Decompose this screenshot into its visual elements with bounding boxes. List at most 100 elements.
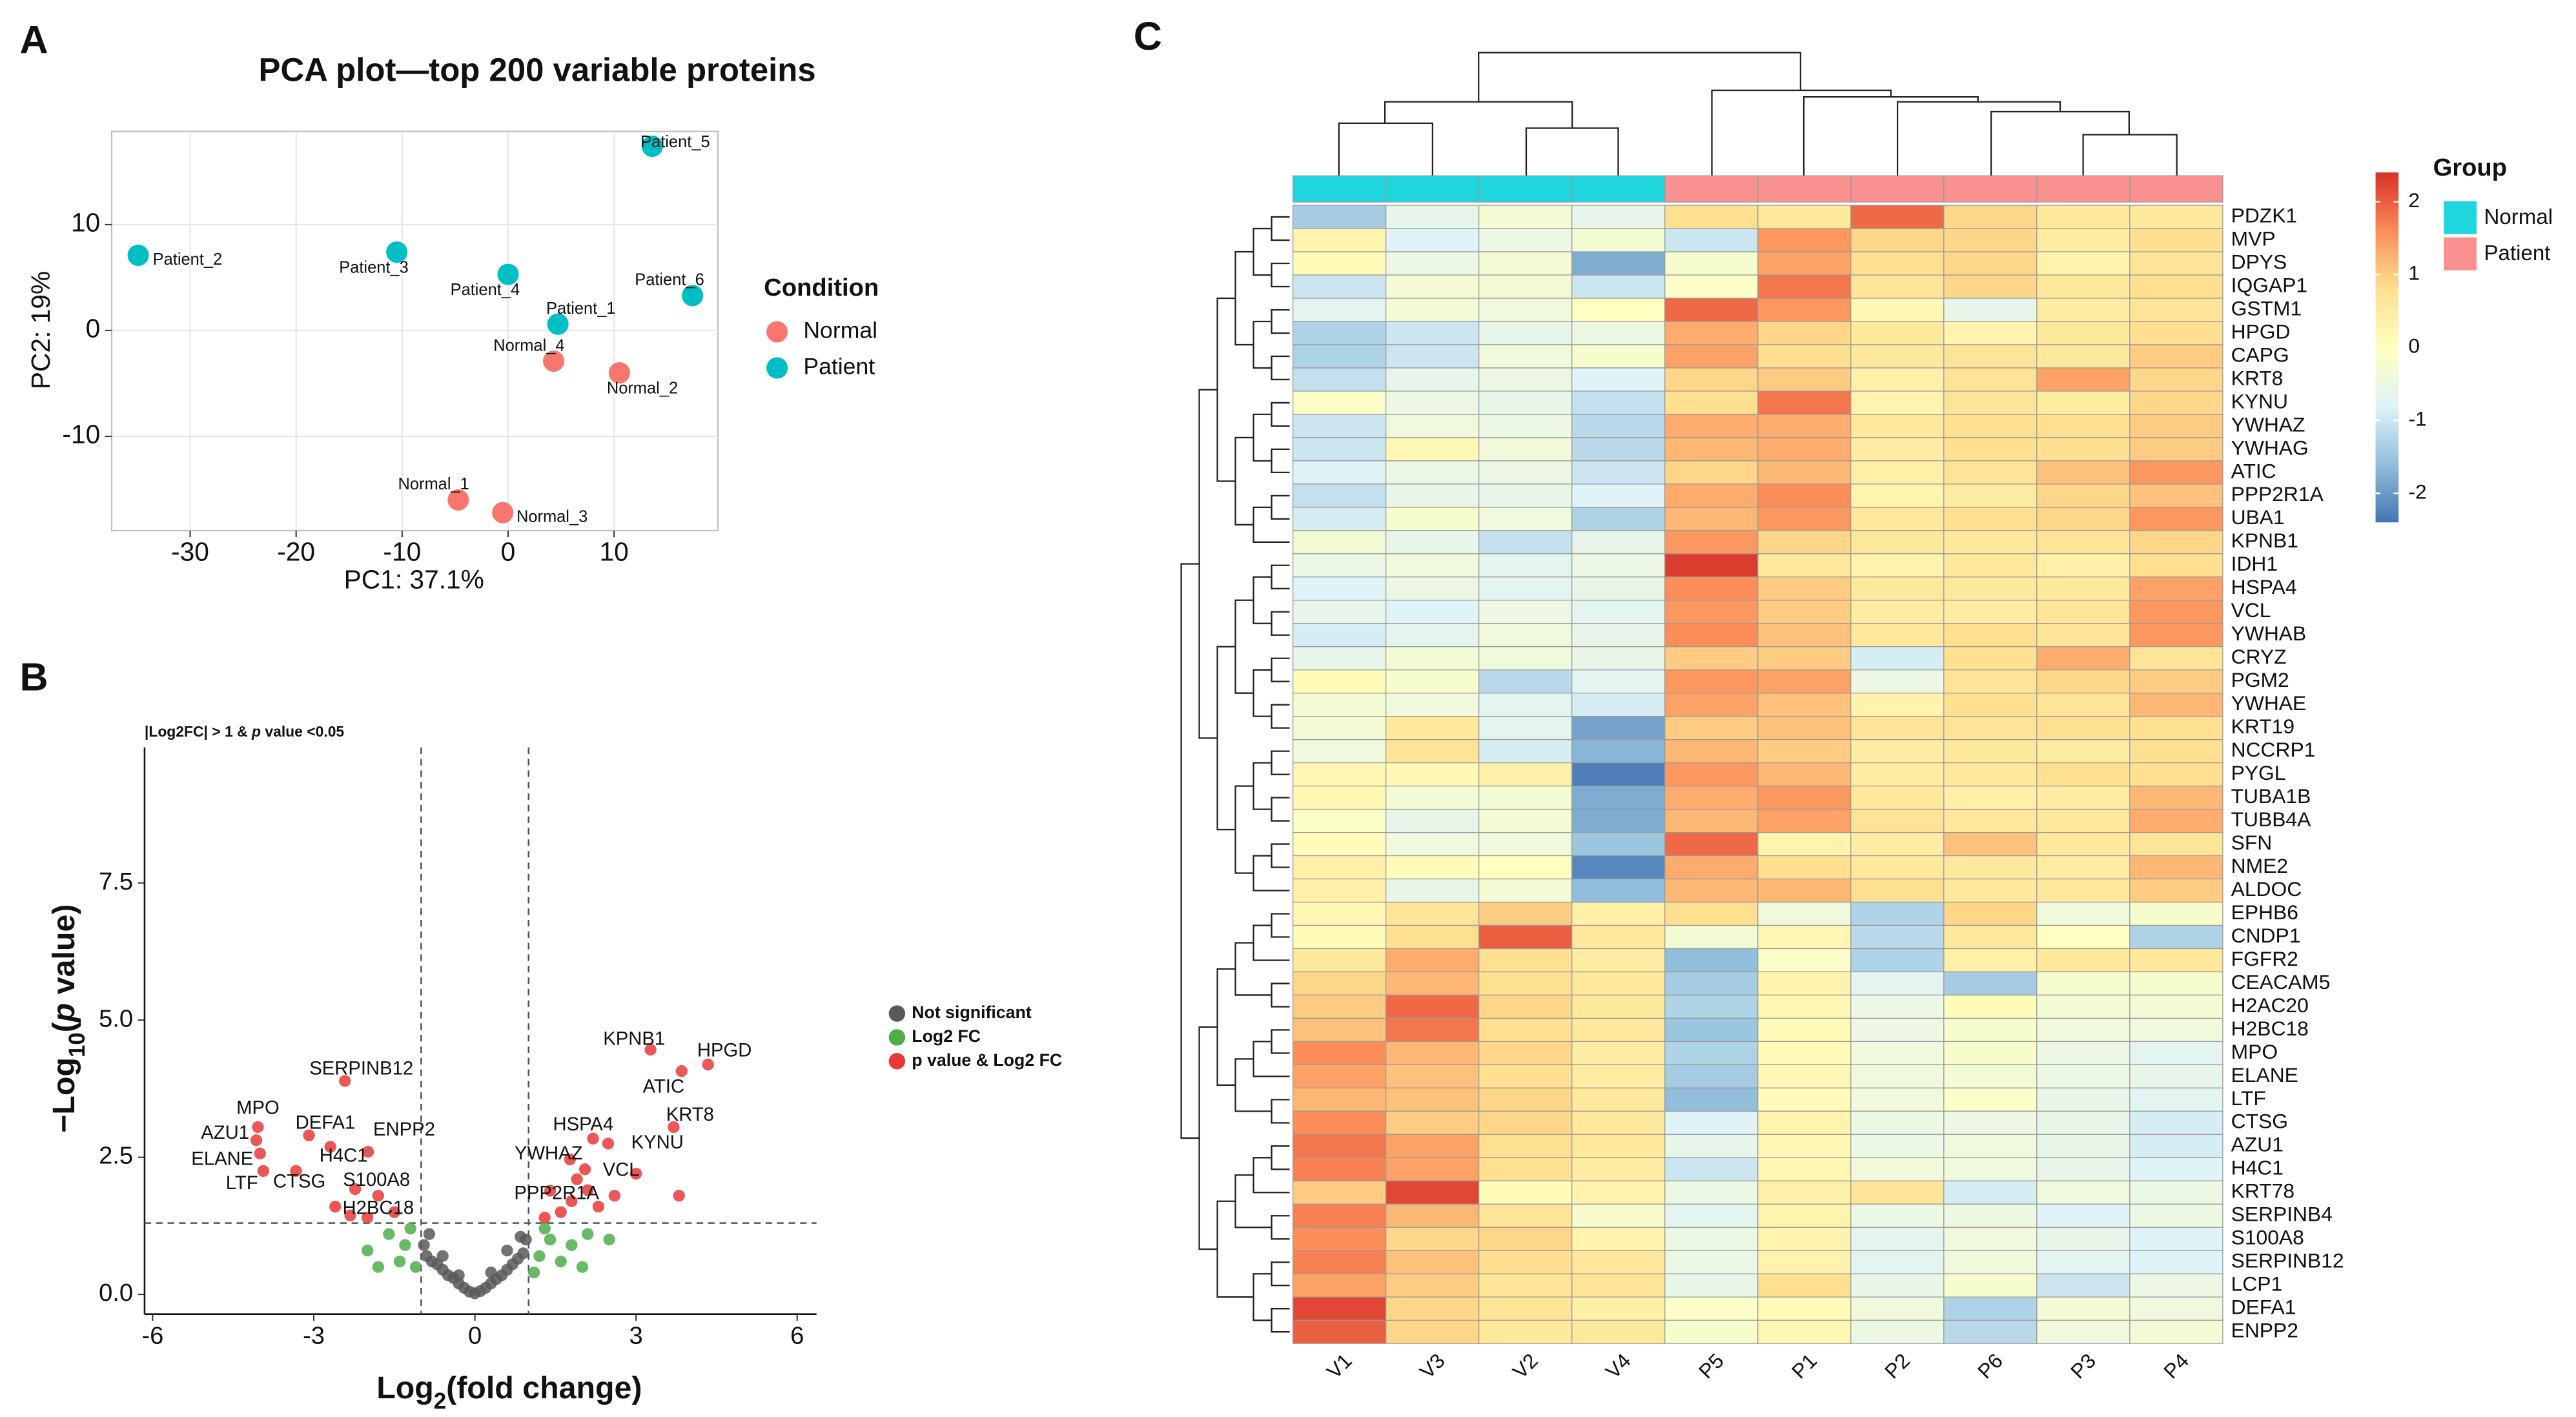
heatmap-cell — [1943, 414, 2038, 438]
heatmap-cell — [1664, 1227, 1759, 1251]
heatmap-cell — [1478, 1203, 1573, 1228]
heatmap-cell — [2036, 808, 2131, 833]
point — [329, 1200, 342, 1213]
heatmap-cell — [1571, 785, 1666, 810]
heatmap-cell — [2036, 484, 2131, 508]
heatmap-cell — [1850, 274, 1945, 299]
heatmap-cell — [2129, 460, 2223, 485]
point — [362, 1244, 374, 1257]
heatmap-cell — [1757, 1320, 1852, 1344]
row-label: KRT78 — [2231, 1179, 2295, 1203]
heatmap-cell — [1385, 901, 1480, 926]
heatmap-cell — [1292, 367, 1387, 392]
point — [362, 1145, 374, 1158]
heatmap-cell — [2036, 1320, 2131, 1344]
heatmap-cell — [1571, 1110, 1666, 1135]
heatmap-cell — [2036, 994, 2131, 1019]
heatmap-cell — [1571, 228, 1666, 252]
heatmap-cell — [1943, 924, 2038, 950]
dendrogram-branch — [1271, 983, 1290, 1008]
point — [453, 1269, 465, 1281]
heatmap-cell — [1385, 1250, 1480, 1274]
heatmap-cell — [1571, 437, 1666, 462]
heatmap-cell — [1943, 1134, 2038, 1158]
heatmap-cell — [1385, 321, 1480, 345]
heatmap-cell — [2036, 553, 2131, 578]
heatmap-cell — [1385, 530, 1480, 555]
heatmap-cell — [1385, 251, 1480, 276]
row-label: MPO — [2231, 1040, 2278, 1063]
heatmap-cell — [1664, 1064, 1759, 1088]
heatmap-cell — [1385, 391, 1480, 415]
heatmap-cell — [2129, 762, 2223, 787]
heatmap-cell — [1385, 460, 1480, 485]
dendrogram-branch — [1338, 52, 2178, 176]
heatmap-cell — [1292, 623, 1387, 647]
point-label: Normal_4 — [493, 336, 564, 354]
heatmap-cell — [1571, 414, 1666, 438]
heatmap-cell — [1757, 414, 1852, 438]
heatmap-cell — [1478, 971, 1573, 996]
dendrogram-branch — [1271, 564, 1290, 589]
heatmap-cell — [1664, 1273, 1759, 1298]
point-label: ATIC — [643, 1076, 684, 1097]
point — [254, 1147, 266, 1159]
heatmap-cell — [1571, 600, 1666, 624]
heatmap-cell — [1850, 924, 1945, 950]
heatmap-cell — [1571, 1250, 1666, 1274]
dendrogram-branch — [1271, 262, 1290, 288]
legend-label: Normal — [803, 317, 877, 343]
heatmap-cell — [1850, 739, 1945, 764]
heatmap-cell — [2129, 1296, 2223, 1321]
point — [520, 1233, 532, 1246]
point — [349, 1183, 362, 1196]
group-cell — [1943, 175, 2038, 203]
point — [571, 1173, 583, 1185]
x-tick-label: 10 — [599, 536, 628, 566]
heatmap-cell — [1943, 1064, 2038, 1088]
point-label: Patient_6 — [635, 271, 704, 289]
heatmap-cell — [1943, 507, 2038, 531]
heatmap-cell — [2036, 391, 2131, 415]
heatmap-cell — [1943, 808, 2038, 833]
heatmap-cell — [1292, 739, 1387, 764]
heatmap-cell — [2036, 1064, 2131, 1088]
heatmap-cell — [1478, 1087, 1573, 1112]
column-dendrogram — [1338, 52, 2178, 176]
point — [388, 1206, 400, 1218]
heatmap-cell — [1571, 716, 1666, 740]
heatmap-cell — [2129, 855, 2223, 880]
heatmap-cell — [1571, 878, 1666, 903]
heatmap-cell — [1571, 367, 1666, 392]
heatmap-cell — [1850, 1250, 1945, 1274]
heatmap-cell — [1292, 646, 1387, 671]
heatmap-cell — [2129, 1017, 2223, 1043]
heatmap-cell — [1478, 600, 1573, 624]
heatmap-cell — [1292, 437, 1387, 462]
point — [409, 1261, 422, 1273]
heatmap-cell — [1943, 1227, 2038, 1251]
heatmap-cell — [1850, 1041, 1945, 1066]
heatmap-cell — [1571, 553, 1666, 578]
point-label: Patient_1 — [546, 300, 616, 318]
heatmap-cell — [1478, 1041, 1573, 1066]
heatmap-cell — [1385, 274, 1480, 299]
heatmap-cell — [1943, 1273, 2038, 1298]
heatmap-cell — [1385, 228, 1480, 252]
heatmap-cell — [1385, 1041, 1480, 1066]
heatmap-cell — [1943, 785, 2038, 810]
heatmap-cell — [1757, 1134, 1852, 1158]
heatmap-cell — [1292, 1227, 1387, 1251]
row-label: IDH1 — [2231, 552, 2278, 575]
heatmap-cell — [2129, 1203, 2223, 1228]
heatmap-cell — [1478, 391, 1573, 415]
heatmap-cell — [2036, 739, 2131, 764]
legend-title: Condition — [764, 274, 879, 301]
heatmap-cell — [1292, 785, 1387, 810]
heatmap-cell — [1385, 600, 1480, 624]
heatmap-cell — [1757, 1250, 1852, 1274]
column-label: P4 — [2159, 1349, 2193, 1383]
heatmap-cell — [1664, 669, 1759, 694]
heatmap-cell — [1292, 530, 1387, 555]
heatmap-cell — [1385, 507, 1480, 531]
